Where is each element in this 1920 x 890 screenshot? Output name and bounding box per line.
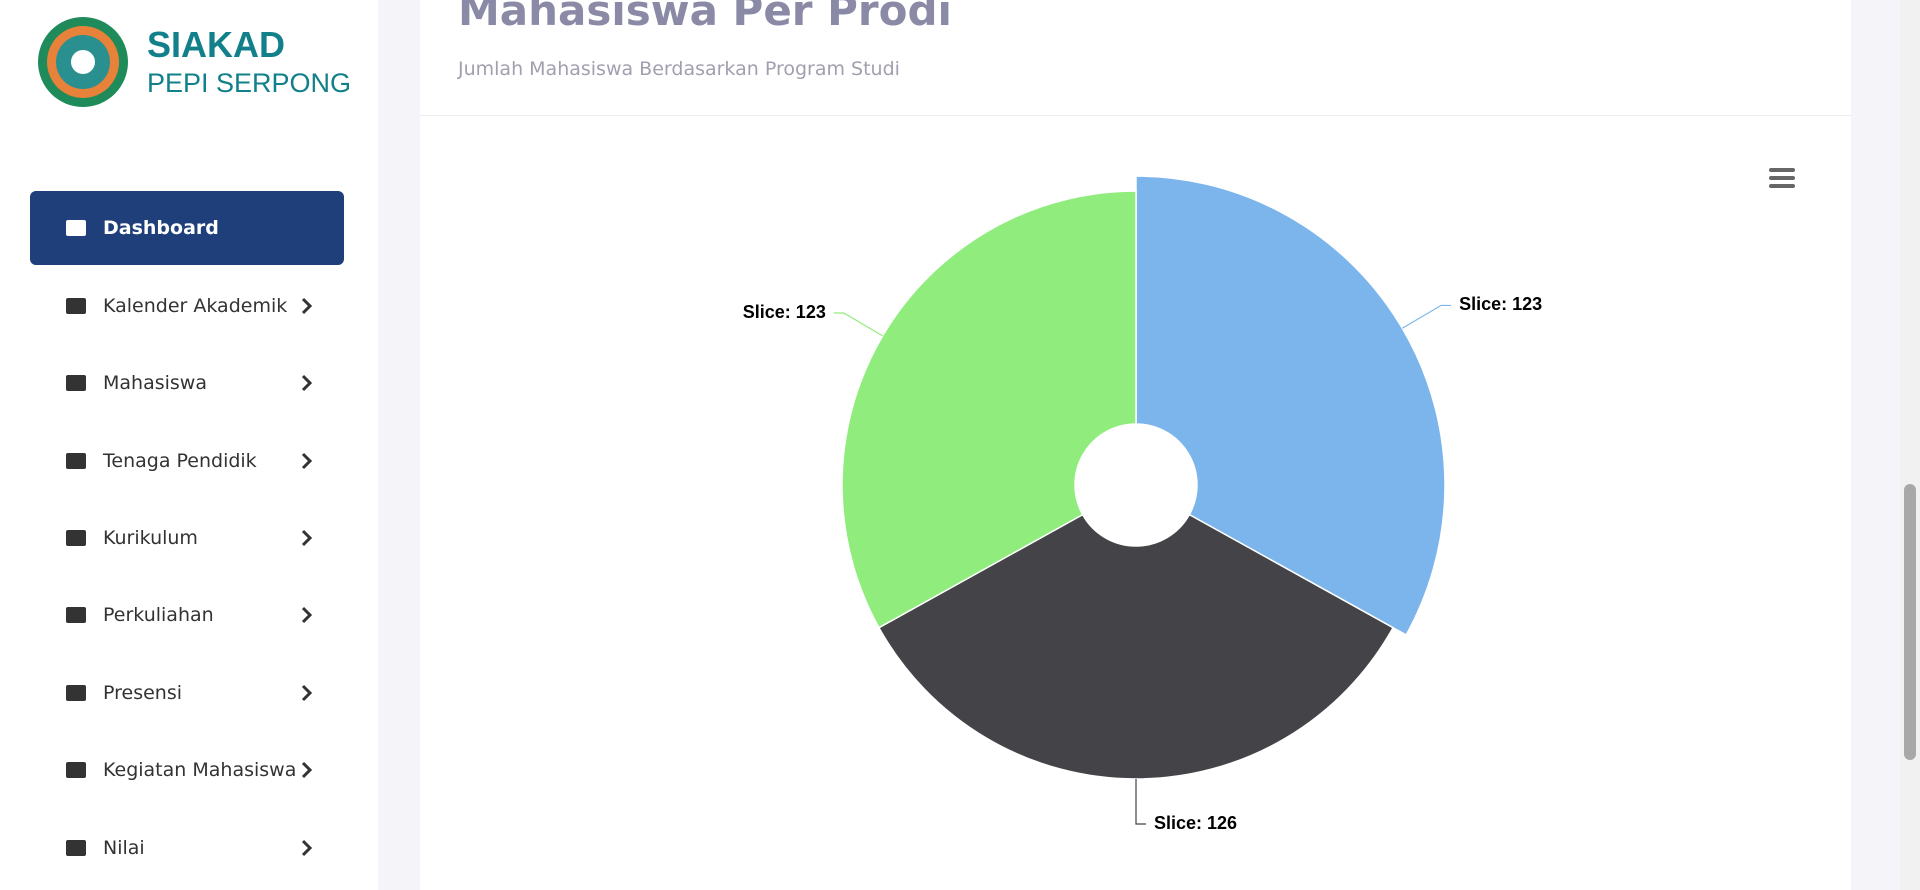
label-connector <box>833 312 883 337</box>
pie-chart: Slice: 123 Slice: 126 Slice: 123 <box>743 175 1542 833</box>
chevron <box>301 606 313 624</box>
menu-label: Nilai <box>103 837 145 859</box>
menu-icon <box>66 685 86 701</box>
chart-title: Mahasiswa Per Prodi <box>458 0 952 35</box>
brand-name: SIAKAD <box>147 24 286 65</box>
menu-item[interactable]: Kegiatan Mahasiswa <box>30 733 344 807</box>
menu-item[interactable]: Nilai <box>30 811 344 885</box>
scrollbar[interactable] <box>1900 0 1920 890</box>
menu-label: Tenaga Pendidik <box>103 450 257 472</box>
data-label: Slice: 126 <box>1154 813 1237 833</box>
menu-label: Presensi <box>103 682 183 704</box>
label-connector <box>1135 779 1146 825</box>
chevron <box>301 684 313 702</box>
divider <box>420 115 1851 116</box>
chart-subtitle: Jumlah Mahasiswa Berdasarkan Program Stu… <box>458 58 900 80</box>
sidebar: SIAKAD PEPI SERPONG Dashboard Kalender A… <box>0 0 378 890</box>
menu-icon <box>66 375 86 391</box>
chevron <box>301 452 313 470</box>
menu-label: Kurikulum <box>103 527 198 549</box>
chevron <box>301 297 313 315</box>
menu-label: Kegiatan Mahasiswa <box>103 759 297 781</box>
menu-item[interactable]: Kalender Akademik <box>30 269 344 343</box>
menu-icon <box>66 762 86 778</box>
pie-slice <box>877 513 1395 780</box>
chart-menu-button[interactable] <box>1769 166 1795 190</box>
menu-icon <box>66 840 86 856</box>
logo <box>38 17 128 107</box>
pie-slice <box>841 190 1137 629</box>
menu-label: Dashboard <box>103 217 219 239</box>
data-label: Slice: 123 <box>1459 294 1542 314</box>
menu-item[interactable]: Tenaga Pendidik <box>30 424 344 498</box>
chevron <box>301 529 313 547</box>
brand-subname: PEPI SERPONG <box>147 68 352 98</box>
pie-slice <box>1135 175 1446 636</box>
chevron <box>301 761 313 779</box>
menu-item[interactable]: Mahasiswa <box>30 346 344 420</box>
chevron <box>301 839 313 857</box>
menu-item[interactable]: Dashboard <box>30 191 344 265</box>
data-label: Slice: 123 <box>743 302 826 322</box>
menu-item[interactable]: Presensi <box>30 656 344 730</box>
menu-icon <box>66 298 86 314</box>
menu-icon <box>66 607 86 623</box>
menu-icon <box>66 530 86 546</box>
menu-icon <box>66 220 86 236</box>
menu-item[interactable]: Perkuliahan <box>30 578 344 652</box>
chevron <box>301 374 313 392</box>
menu-item[interactable]: Kurikulum <box>30 501 344 575</box>
menu-label: Kalender Akademik <box>103 295 288 317</box>
menu-label: Mahasiswa <box>103 372 207 394</box>
label-connector <box>1401 304 1452 329</box>
menu-label: Perkuliahan <box>103 604 214 626</box>
menu-icon <box>66 453 86 469</box>
scroll-thumb[interactable] <box>1904 484 1916 760</box>
